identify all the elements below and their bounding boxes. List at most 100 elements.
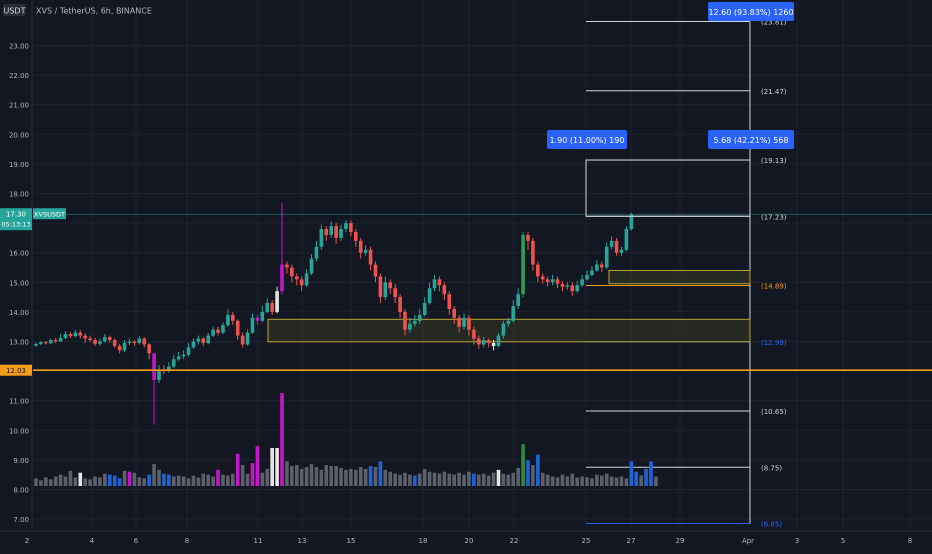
- volume-bar: [344, 469, 348, 486]
- volume-bar: [614, 477, 619, 486]
- candle-body: [294, 276, 299, 280]
- x-tick-label: 18: [419, 537, 428, 545]
- y-tick-label: 14.00: [9, 309, 29, 317]
- volume-bar: [555, 477, 560, 486]
- retest-zone[interactable]: [608, 269, 751, 285]
- candle-body: [334, 226, 338, 238]
- volume-bar: [442, 471, 447, 486]
- volume-bar: [600, 475, 604, 486]
- volume-bar: [142, 478, 147, 486]
- candle-body: [600, 264, 604, 268]
- x-tick-label: 6: [134, 537, 139, 545]
- volume-bar: [501, 473, 506, 486]
- candle-body: [176, 356, 181, 360]
- volume-bar: [122, 470, 127, 486]
- candle-body: [196, 338, 201, 342]
- candle-body: [78, 332, 83, 336]
- x-tick-label: 13: [298, 537, 307, 545]
- candle-body: [127, 341, 132, 343]
- demand-zone[interactable]: [267, 318, 751, 343]
- volume-bar: [629, 461, 634, 486]
- y-tick-label: 7.00: [13, 516, 29, 524]
- volume-bar: [329, 466, 333, 486]
- volume-bar: [186, 478, 191, 486]
- candle-body: [34, 343, 38, 346]
- volume-bar: [334, 466, 338, 486]
- volume-bar: [506, 474, 511, 486]
- candle-body: [408, 323, 412, 330]
- y-tick-label: 22.00: [9, 72, 29, 80]
- volume-bar: [294, 465, 299, 486]
- candle-body: [486, 340, 491, 343]
- y-tick-label: 23.00: [9, 43, 29, 51]
- volume-bar: [580, 476, 584, 486]
- candle-body: [132, 341, 137, 343]
- price-lines[interactable]: [33, 213, 932, 372]
- candle-body: [501, 323, 506, 336]
- candle-body: [171, 359, 176, 367]
- volume-bar: [570, 473, 575, 486]
- bar-countdown: 05:13:13: [1, 221, 30, 229]
- x-tick-label: 15: [347, 537, 356, 545]
- y-tick-label: 15.00: [9, 279, 29, 287]
- candle-body: [575, 285, 579, 292]
- currency-badge[interactable]: [3, 4, 26, 16]
- volume-bar: [63, 476, 68, 486]
- candle-body: [398, 297, 402, 312]
- measure-label-box[interactable]: [708, 130, 794, 149]
- level-label: (17.23): [761, 213, 787, 221]
- level-label: (6.85): [761, 521, 782, 529]
- candle-body: [403, 311, 407, 330]
- candle-body: [147, 344, 151, 354]
- candle-body: [211, 329, 215, 336]
- volume-bar: [447, 473, 452, 486]
- candle-body: [270, 303, 274, 312]
- volume-bar: [585, 477, 589, 486]
- volume-bar: [575, 477, 579, 486]
- candle-body: [201, 338, 206, 343]
- volume-bar: [560, 474, 565, 486]
- volume-bar: [309, 464, 314, 486]
- x-tick-label: 8: [185, 537, 189, 545]
- candle-body: [88, 338, 92, 341]
- candle-body: [98, 341, 102, 344]
- zones[interactable]: [267, 269, 751, 343]
- measure-annotations[interactable]: 12.60 (93.83%) 1260 1.90 (11.00%) 190 5.68…: [547, 2, 794, 217]
- candle-body: [349, 223, 353, 232]
- currency-label: USDT: [4, 7, 26, 16]
- measure-label-box[interactable]: [547, 130, 627, 149]
- volume-bar: [398, 474, 402, 486]
- volume-bar: [619, 476, 624, 486]
- candle-body: [63, 334, 68, 338]
- volume-bar: [452, 474, 456, 486]
- volume-bar: [260, 472, 265, 486]
- price-axis[interactable]: 23.0022.0021.0020.0019.0018.0017.0016.00…: [0, 0, 33, 550]
- candle-body: [73, 332, 78, 337]
- candle-body: [68, 334, 73, 337]
- candle-body: [255, 317, 260, 321]
- x-tick-label: 27: [627, 537, 636, 545]
- price-axis-background: [0, 0, 32, 550]
- volume-bar: [216, 469, 220, 486]
- x-tick-label: 8: [908, 537, 912, 545]
- volume-bar: [88, 479, 92, 486]
- candle-body: [157, 369, 161, 380]
- candle-body: [477, 338, 481, 345]
- volume-bar: [536, 454, 540, 486]
- candle-body: [516, 294, 520, 306]
- measure-label-box[interactable]: [708, 2, 794, 21]
- volume-bar: [388, 471, 393, 486]
- volume-bar: [304, 467, 309, 486]
- x-tick-label: Apr: [742, 537, 754, 545]
- volume-bar: [103, 473, 107, 486]
- volume-bar: [373, 467, 378, 486]
- volume-bar: [358, 467, 363, 486]
- time-axis[interactable]: 2 4 6 8 11 13 15 18 20 22 25 27 29 Apr 3 5 8: [0, 530, 932, 550]
- measure-box[interactable]: [585, 159, 751, 217]
- volume-bar: [496, 469, 501, 486]
- ticker-label: XVSUSDT: [34, 211, 65, 219]
- volume-bar: [206, 474, 210, 486]
- candle-body: [368, 249, 373, 265]
